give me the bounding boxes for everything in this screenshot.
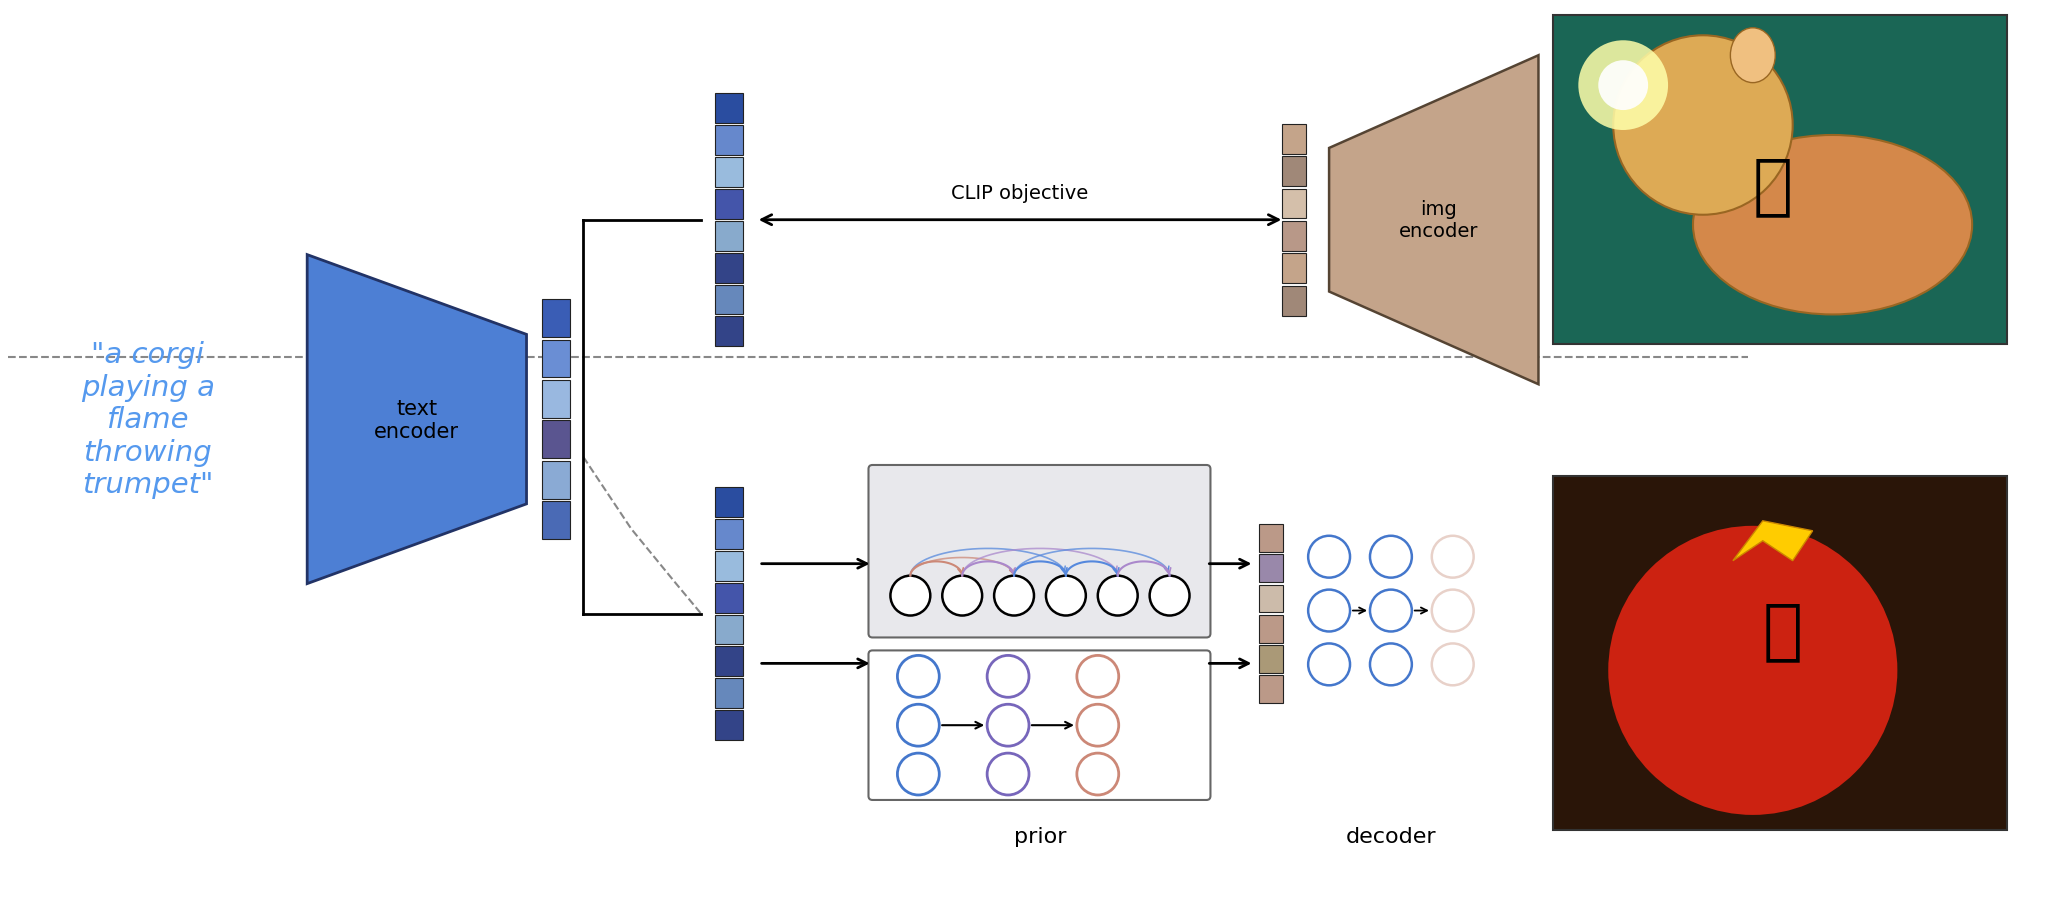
Circle shape bbox=[995, 576, 1034, 616]
Circle shape bbox=[1308, 590, 1349, 631]
Circle shape bbox=[987, 754, 1030, 795]
Bar bbox=[1281, 157, 1306, 187]
Circle shape bbox=[1046, 576, 1086, 616]
Circle shape bbox=[1077, 754, 1119, 795]
Bar bbox=[715, 189, 744, 220]
Circle shape bbox=[898, 754, 939, 795]
Circle shape bbox=[1308, 643, 1349, 686]
Bar bbox=[1259, 675, 1283, 703]
Circle shape bbox=[1432, 536, 1473, 578]
Circle shape bbox=[1432, 590, 1473, 631]
Circle shape bbox=[1432, 643, 1473, 686]
Circle shape bbox=[1370, 536, 1411, 578]
Text: CLIP objective: CLIP objective bbox=[952, 184, 1088, 202]
FancyBboxPatch shape bbox=[869, 466, 1211, 638]
Bar bbox=[1259, 525, 1283, 552]
Text: 🐕: 🐕 bbox=[1763, 598, 1802, 664]
Circle shape bbox=[898, 705, 939, 746]
Bar bbox=[715, 285, 744, 315]
Circle shape bbox=[987, 705, 1030, 746]
Circle shape bbox=[1098, 576, 1137, 616]
Bar bbox=[542, 502, 571, 539]
Bar bbox=[715, 158, 744, 187]
Text: img
encoder: img encoder bbox=[1399, 200, 1479, 241]
Circle shape bbox=[1370, 643, 1411, 686]
Bar bbox=[542, 461, 571, 499]
Bar bbox=[715, 487, 744, 517]
Bar bbox=[715, 583, 744, 613]
Polygon shape bbox=[307, 255, 527, 584]
Circle shape bbox=[1149, 576, 1189, 616]
Circle shape bbox=[1077, 655, 1119, 698]
Ellipse shape bbox=[1599, 62, 1648, 111]
Text: decoder: decoder bbox=[1345, 826, 1436, 845]
Bar bbox=[715, 551, 744, 581]
Bar bbox=[715, 94, 744, 124]
Bar bbox=[542, 340, 571, 378]
Bar bbox=[542, 300, 571, 338]
Circle shape bbox=[987, 655, 1030, 698]
Bar bbox=[1553, 17, 2006, 345]
Bar bbox=[715, 519, 744, 550]
Bar bbox=[1259, 615, 1283, 643]
Circle shape bbox=[1609, 527, 1897, 815]
Bar bbox=[715, 126, 744, 155]
Bar bbox=[715, 317, 744, 347]
Bar bbox=[1259, 645, 1283, 673]
Bar bbox=[715, 678, 744, 709]
Bar bbox=[1259, 555, 1283, 583]
Bar bbox=[1259, 584, 1283, 613]
Bar bbox=[1281, 287, 1306, 316]
Ellipse shape bbox=[1578, 41, 1669, 130]
Bar bbox=[1281, 189, 1306, 220]
Ellipse shape bbox=[1693, 136, 1971, 315]
Bar bbox=[715, 615, 744, 645]
Polygon shape bbox=[1329, 56, 1539, 385]
FancyBboxPatch shape bbox=[869, 651, 1211, 800]
Circle shape bbox=[1613, 36, 1792, 215]
Bar bbox=[542, 380, 571, 418]
Bar bbox=[715, 221, 744, 252]
Circle shape bbox=[1370, 590, 1411, 631]
Circle shape bbox=[898, 655, 939, 698]
Text: "a corgi
playing a
flame
throwing
trumpet": "a corgi playing a flame throwing trumpe… bbox=[80, 341, 214, 498]
Text: text
encoder: text encoder bbox=[375, 398, 459, 441]
Text: 🐕: 🐕 bbox=[1753, 153, 1792, 219]
Circle shape bbox=[890, 576, 931, 616]
Bar bbox=[1553, 476, 2006, 830]
Bar bbox=[542, 421, 571, 459]
Bar bbox=[1281, 254, 1306, 284]
Bar bbox=[1281, 221, 1306, 252]
Circle shape bbox=[1308, 536, 1349, 578]
Text: prior: prior bbox=[1014, 826, 1067, 845]
Bar bbox=[715, 254, 744, 283]
Ellipse shape bbox=[1730, 28, 1776, 84]
Circle shape bbox=[1077, 705, 1119, 746]
Polygon shape bbox=[1732, 521, 1813, 562]
Bar bbox=[1281, 125, 1306, 154]
Bar bbox=[715, 710, 744, 741]
Bar bbox=[715, 647, 744, 676]
Circle shape bbox=[941, 576, 983, 616]
